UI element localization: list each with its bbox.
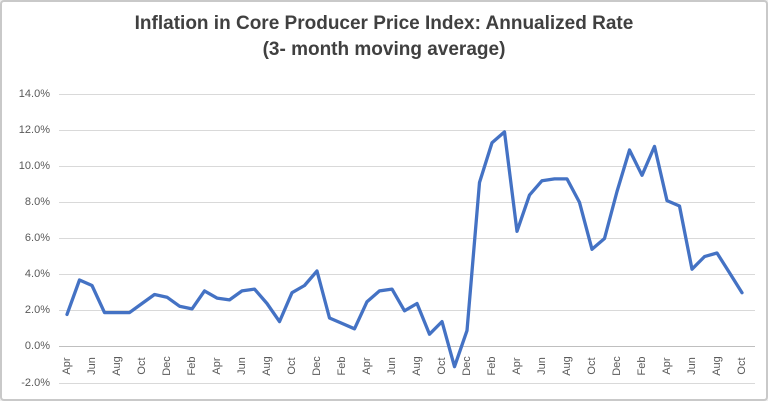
chart-subtitle: (3- month moving average) [262, 39, 506, 60]
y-tick-label: 8.0% [24, 195, 50, 208]
y-tick-label: 0.0% [24, 340, 50, 353]
ppi-line-series [65, 130, 744, 369]
x-axis-line [59, 346, 755, 348]
y-tick-label: 14.0% [18, 87, 50, 100]
gridline [59, 129, 755, 131]
gridline [59, 93, 755, 95]
y-tick-label: 12.0% [18, 123, 50, 136]
y-tick-label: 6.0% [24, 232, 50, 244]
gridline [59, 201, 755, 203]
y-tick-label: 2.0% [24, 304, 50, 317]
gridline [59, 165, 755, 167]
chart-title: Inflation in Core Producer Price Index: … [134, 13, 634, 34]
gridline [59, 274, 755, 276]
gridline [59, 382, 755, 384]
y-tick-label: -2.0% [21, 376, 50, 389]
y-tick-label: 4.0% [24, 268, 50, 281]
gridline [59, 238, 755, 239]
y-tick-label: 10.0% [18, 159, 50, 172]
